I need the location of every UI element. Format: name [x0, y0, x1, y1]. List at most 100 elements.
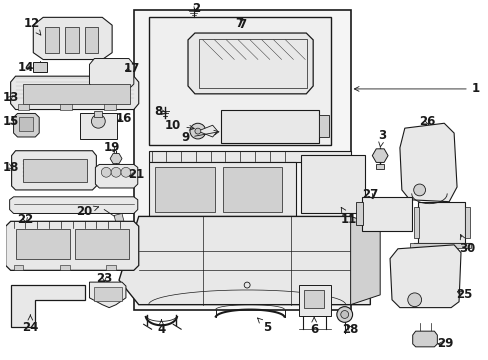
- Text: 24: 24: [22, 315, 39, 334]
- Bar: [375, 165, 384, 169]
- Text: 7: 7: [238, 18, 246, 31]
- Bar: [84, 27, 98, 53]
- Bar: [305, 158, 328, 178]
- Polygon shape: [14, 113, 39, 137]
- Polygon shape: [350, 216, 379, 305]
- Polygon shape: [114, 213, 123, 223]
- Polygon shape: [6, 221, 139, 270]
- Bar: [134, 10, 350, 310]
- Bar: [305, 186, 328, 210]
- Text: 6: 6: [309, 317, 318, 336]
- Text: 7: 7: [235, 17, 243, 30]
- Polygon shape: [89, 59, 134, 89]
- Bar: [60, 104, 72, 109]
- Bar: [413, 207, 418, 238]
- Text: 15: 15: [2, 115, 19, 128]
- Polygon shape: [371, 149, 387, 162]
- Polygon shape: [187, 33, 312, 94]
- Text: 29: 29: [436, 337, 452, 350]
- Text: 10: 10: [165, 119, 194, 132]
- Text: 1: 1: [354, 82, 479, 95]
- Text: 2: 2: [191, 2, 200, 15]
- Text: 20: 20: [76, 205, 98, 218]
- Polygon shape: [33, 17, 112, 59]
- Text: 8: 8: [154, 105, 166, 118]
- Bar: [417, 202, 464, 243]
- Polygon shape: [148, 162, 296, 216]
- Polygon shape: [399, 123, 456, 202]
- Text: 21: 21: [127, 168, 143, 181]
- Polygon shape: [95, 165, 138, 188]
- Text: 28: 28: [342, 323, 358, 336]
- Bar: [23, 84, 130, 104]
- Bar: [60, 265, 70, 270]
- Polygon shape: [198, 125, 217, 137]
- Bar: [409, 243, 470, 248]
- Bar: [106, 265, 116, 270]
- Bar: [336, 158, 360, 178]
- Bar: [80, 113, 117, 139]
- Text: 5: 5: [257, 318, 270, 334]
- Polygon shape: [11, 285, 84, 327]
- Bar: [94, 287, 122, 301]
- Bar: [148, 17, 330, 145]
- Circle shape: [101, 167, 111, 177]
- Bar: [45, 27, 59, 53]
- Bar: [319, 116, 328, 137]
- Polygon shape: [89, 282, 126, 307]
- Text: 4: 4: [157, 320, 165, 336]
- Bar: [301, 155, 365, 213]
- Bar: [355, 202, 363, 225]
- Bar: [222, 167, 281, 212]
- Bar: [16, 229, 70, 258]
- Bar: [23, 158, 87, 182]
- Bar: [362, 197, 411, 231]
- Circle shape: [407, 293, 421, 307]
- Polygon shape: [389, 245, 460, 307]
- Text: 17: 17: [123, 62, 140, 75]
- Polygon shape: [110, 153, 122, 164]
- Polygon shape: [11, 76, 139, 109]
- Circle shape: [121, 167, 131, 177]
- Bar: [155, 167, 214, 212]
- Bar: [220, 109, 319, 143]
- Bar: [75, 229, 129, 258]
- Bar: [94, 112, 102, 117]
- Text: 13: 13: [2, 91, 19, 104]
- Bar: [33, 62, 47, 72]
- Text: 19: 19: [104, 141, 120, 154]
- Bar: [20, 117, 33, 131]
- Circle shape: [111, 167, 121, 177]
- Bar: [65, 27, 79, 53]
- Polygon shape: [148, 151, 350, 162]
- Text: 18: 18: [2, 161, 19, 174]
- Polygon shape: [119, 216, 369, 305]
- Circle shape: [340, 311, 348, 318]
- Text: 14: 14: [17, 61, 34, 74]
- Bar: [199, 39, 306, 88]
- Text: 26: 26: [418, 115, 435, 128]
- Text: 30: 30: [458, 234, 474, 255]
- Bar: [304, 290, 324, 307]
- Text: 22: 22: [17, 213, 34, 226]
- Polygon shape: [412, 331, 436, 347]
- Text: 25: 25: [455, 288, 471, 301]
- Circle shape: [190, 123, 205, 139]
- Bar: [14, 265, 23, 270]
- Circle shape: [336, 307, 352, 322]
- Bar: [336, 186, 360, 210]
- Circle shape: [195, 128, 201, 134]
- Polygon shape: [12, 151, 96, 190]
- Text: 9: 9: [181, 130, 219, 144]
- Bar: [18, 104, 29, 109]
- Text: 11: 11: [340, 207, 356, 226]
- Text: 12: 12: [23, 17, 41, 35]
- Bar: [299, 285, 330, 316]
- Text: 16: 16: [116, 112, 132, 125]
- Text: 3: 3: [377, 129, 386, 147]
- Text: 23: 23: [96, 272, 112, 285]
- Bar: [464, 207, 469, 238]
- Text: 27: 27: [362, 188, 378, 201]
- Circle shape: [413, 184, 425, 196]
- Circle shape: [91, 114, 105, 128]
